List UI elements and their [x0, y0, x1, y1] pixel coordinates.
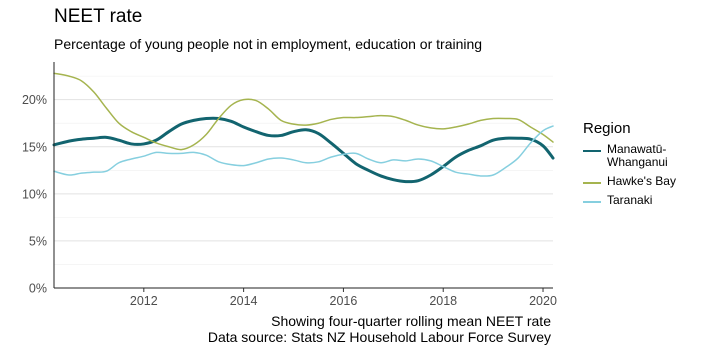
chart-title: NEET rate: [54, 6, 143, 27]
x-tick-label: 2016: [330, 294, 358, 308]
grid-lines: [54, 75, 553, 265]
axes: [53, 62, 553, 292]
series-line-taranaki: [53, 125, 554, 177]
series-line-hawke-s-bay: [53, 72, 554, 151]
x-tick-label: 2018: [429, 294, 457, 308]
y-tick-label: 10%: [22, 187, 47, 201]
x-tick-labels: 2012 2014 2016 2018 2020: [130, 294, 557, 308]
legend-item-hawkes-bay: Hawke's Bay: [583, 175, 713, 188]
caption-line-1: Showing four-quarter rolling mean NEET r…: [271, 313, 551, 329]
y-tick-label: 0%: [29, 282, 47, 296]
y-tick-labels: 0% 5% 10% 15% 20%: [22, 93, 47, 295]
chart-caption: Showing four-quarter rolling mean NEET r…: [208, 313, 551, 345]
legend-title: Region: [583, 120, 631, 137]
series-lines: [52, 72, 555, 184]
y-tick-label: 15%: [22, 140, 47, 154]
legend: Region Manawatū-Whanganui Hawke's Bay Ta…: [583, 120, 713, 213]
x-tick-label: 2020: [529, 294, 557, 308]
legend-label: Taranaki: [607, 193, 653, 207]
x-tick-label: 2014: [230, 294, 258, 308]
y-tick-label: 5%: [29, 234, 47, 248]
chart-subtitle: Percentage of young people not in employ…: [54, 36, 483, 52]
legend-label: Hawke's Bay: [607, 174, 676, 188]
y-tick-label: 20%: [22, 93, 47, 107]
legend-item-manawatu-whanganui: Manawatū-Whanganui: [583, 143, 713, 169]
caption-line-2: Data source: Stats NZ Household Labour F…: [207, 329, 551, 345]
legend-swatch: [583, 201, 601, 203]
legend-swatch: [583, 182, 601, 184]
series-line-manawat-whanganui: [52, 116, 555, 184]
legend-swatch: [583, 150, 601, 152]
legend-label: Manawatū-Whanganui: [607, 142, 668, 169]
legend-item-taranaki: Taranaki: [583, 194, 713, 207]
x-tick-label: 2012: [130, 294, 158, 308]
